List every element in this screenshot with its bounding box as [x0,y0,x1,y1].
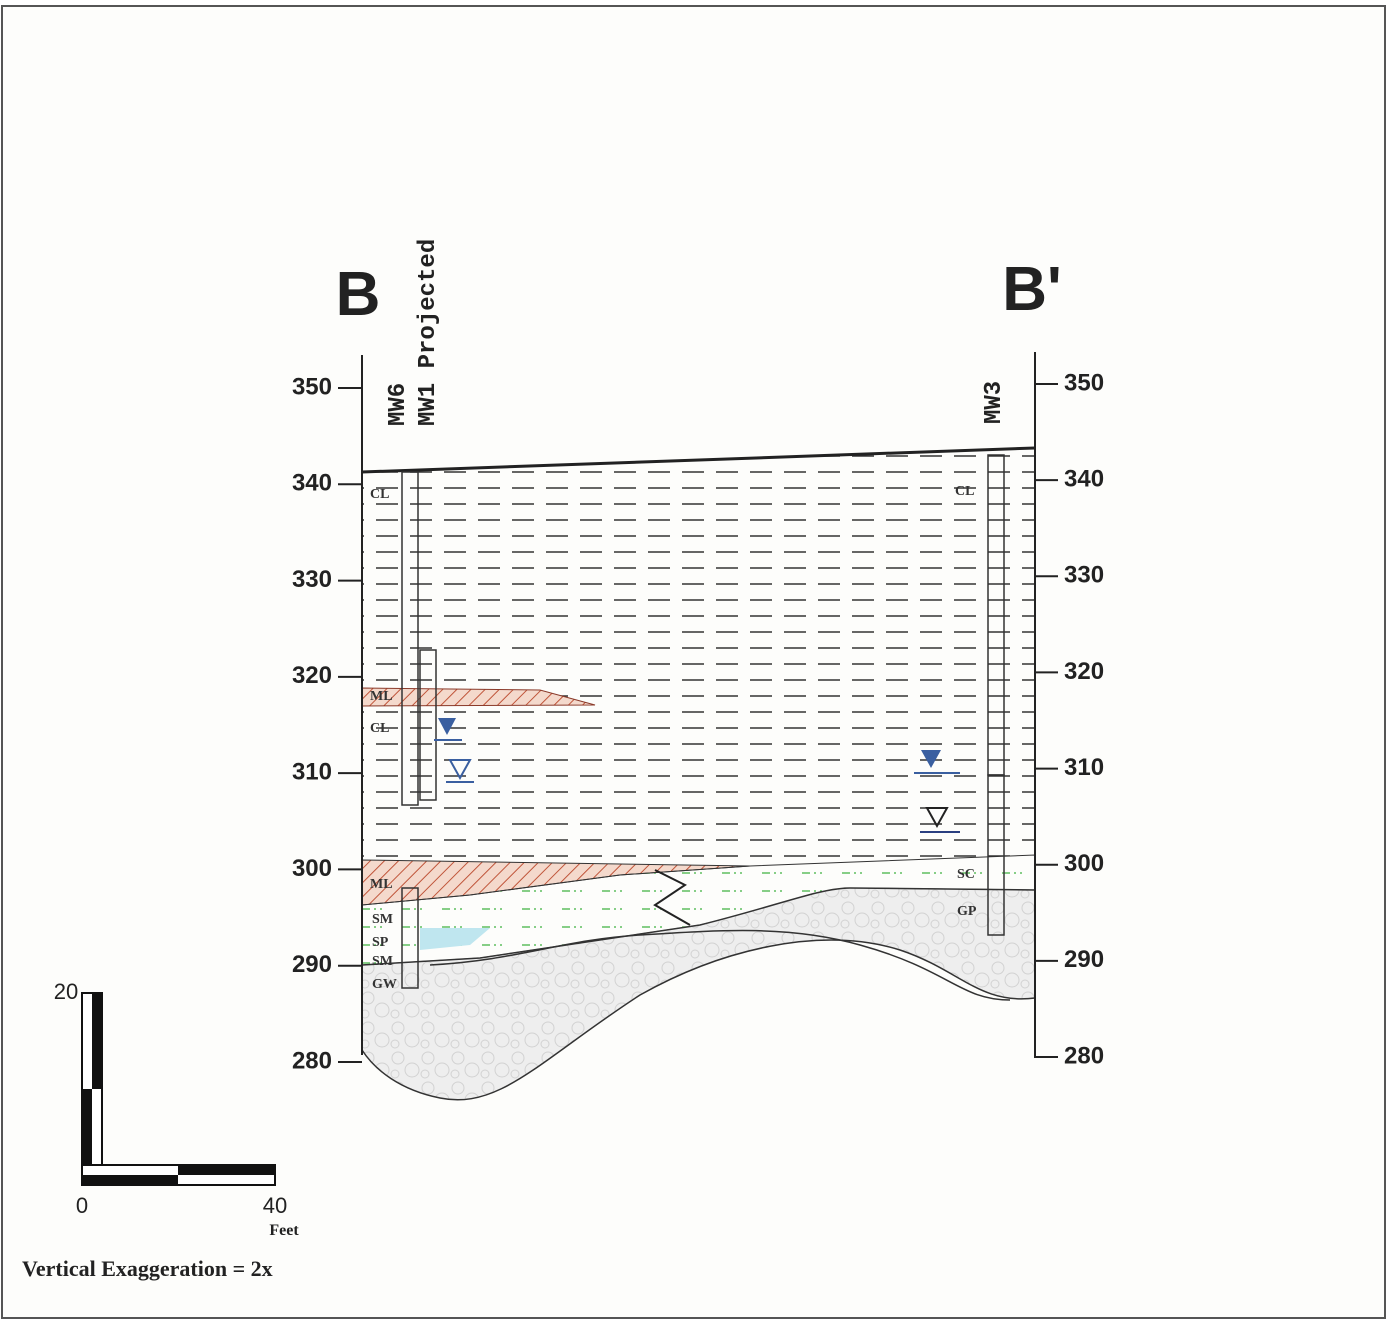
soil-label: ML [370,689,393,704]
tick-label: 310 [1064,754,1104,781]
tick-label: 310 [292,758,332,785]
tick-label: 280 [1064,1042,1104,1069]
section-end: B' [1002,255,1062,324]
soil-label: SM [372,912,393,927]
wells [401,454,1005,989]
soil-label: GW [372,977,397,992]
tick-label: 300 [292,855,332,882]
tick-label: 320 [1064,658,1104,685]
soil-label: CL [955,484,974,499]
soil-label: SP [372,935,389,950]
mw6-casing [401,471,419,806]
scale-bar [81,992,276,1186]
soil-label: SM [372,954,393,969]
soil-label: CL [370,721,389,736]
well-label: MW3 [981,381,1008,424]
section-start: B [336,260,381,329]
water-levels [434,718,960,833]
mw1-screen [419,649,437,801]
tick-label: 300 [1064,850,1104,877]
tick-label: 340 [292,470,332,497]
sp-lens [420,928,490,950]
tick-label: 320 [292,662,332,689]
clay-layer [362,448,1035,866]
scale-label: 0 [76,1193,88,1218]
scale-label: 40 [263,1193,287,1218]
mw6-screen [401,887,419,989]
soil-label: SC [957,867,975,882]
tick-label: 290 [292,951,332,978]
soil-label: CL [370,487,389,502]
mw3-screen [987,774,1005,936]
scale-unit: Feet [269,1222,299,1239]
tick-label: 280 [292,1047,332,1074]
tick-label: 330 [292,566,332,593]
soil-label: GP [957,904,977,919]
contact-line [429,929,1011,1001]
gradational-contact [653,869,691,926]
tick-label: 350 [1064,369,1104,396]
gravel-layer [361,887,1036,1101]
tick-label: 350 [292,373,332,400]
scale-label: 20 [54,979,78,1004]
exaggeration-note: Vertical Exaggeration = 2x [22,1256,273,1281]
tick-label: 290 [1064,946,1104,973]
tick-label: 340 [1064,465,1104,492]
ground-surface [361,446,1036,474]
soil-label: ML [370,877,393,892]
tick-label: 330 [1064,562,1104,589]
well-label: MW6 [385,383,412,426]
well-label: MW1 Projected [415,239,442,426]
